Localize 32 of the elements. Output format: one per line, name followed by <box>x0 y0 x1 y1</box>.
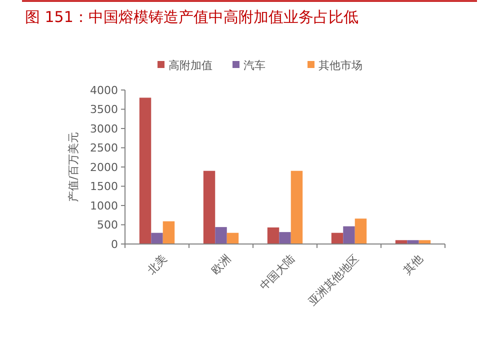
bar <box>226 232 239 244</box>
bar <box>279 232 291 244</box>
y-tick-label: 3000 <box>90 122 118 136</box>
y-tick-label: 4000 <box>90 84 118 97</box>
bar <box>290 170 303 244</box>
y-tick-label: 0 <box>111 238 118 251</box>
y-tick-label: 2000 <box>90 160 118 174</box>
y-tick-label: 2500 <box>90 142 118 155</box>
bar <box>267 227 280 244</box>
bar <box>139 98 152 244</box>
x-tick-label: 亚洲其他地区 <box>306 252 362 308</box>
y-axis-title: 产值/百万美元 <box>67 132 80 202</box>
bar <box>162 221 175 244</box>
bar <box>151 232 163 244</box>
bar <box>203 170 216 244</box>
legend-label: 汽车 <box>244 59 266 72</box>
y-tick-label: 500 <box>97 218 118 232</box>
x-tick-label: 其他 <box>400 252 426 278</box>
x-tick-label: 中国大陆 <box>257 252 298 293</box>
bar <box>354 218 367 244</box>
bar <box>407 240 419 244</box>
y-tick-label: 3500 <box>90 103 118 116</box>
legend-label: 其他市场 <box>318 59 362 72</box>
chart-title: 图 151：中国熔模铸造产值中高附加值业务占比低 <box>25 8 358 26</box>
y-tick-label: 1500 <box>90 180 118 194</box>
x-tick-label: 北美 <box>144 252 170 278</box>
x-tick-label: 欧洲 <box>208 252 234 278</box>
bar <box>215 227 227 244</box>
bar <box>331 232 344 244</box>
legend-label: 高附加值 <box>168 59 212 72</box>
bar <box>343 226 355 244</box>
y-tick-label: 1000 <box>90 199 118 212</box>
